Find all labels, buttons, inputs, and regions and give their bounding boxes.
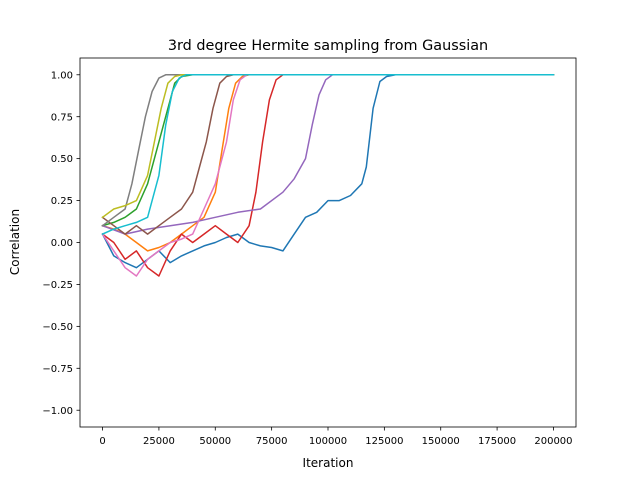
x-tick-label: 175000 (478, 436, 516, 447)
x-tick-label: 0 (99, 436, 105, 447)
series-line-5 (101, 74, 555, 235)
y-tick-label: −0.75 (42, 364, 73, 375)
y-tick-label: 0.25 (51, 196, 73, 207)
series-line-6 (101, 74, 555, 235)
x-tick-label: 150000 (422, 436, 460, 447)
x-tick-label: 50000 (199, 436, 231, 447)
x-tick-label: 75000 (256, 436, 288, 447)
x-tick-label: 25000 (143, 436, 175, 447)
series-line-4 (101, 74, 555, 277)
x-tick-label: 100000 (309, 436, 347, 447)
series-line-9 (101, 74, 555, 219)
y-tick-label: −0.50 (42, 322, 73, 333)
y-tick-label: 0.75 (51, 112, 73, 123)
y-tick-label: 0.50 (51, 154, 73, 165)
series-line-10 (101, 74, 555, 236)
series-layer (101, 74, 555, 277)
x-axis: 0 25000 50000 75000 100000 125000 150000 175000… (99, 427, 573, 447)
x-axis-label: Iteration (303, 456, 354, 470)
chart-title: 3rd degree Hermite sampling from Gaussia… (168, 38, 488, 54)
y-tick-label: −0.25 (42, 280, 73, 291)
series-line-8 (101, 74, 555, 227)
y-axis: −1.00 −0.75 −0.50 −0.25 0.00 0.25 0.50 0.75 1.00 (42, 70, 80, 417)
x-tick-label: 200000 (534, 436, 572, 447)
x-tick-label: 125000 (365, 436, 403, 447)
y-tick-label: 1.00 (51, 70, 73, 81)
y-tick-label: 0.00 (51, 238, 73, 249)
y-tick-label: −1.00 (42, 406, 73, 417)
series-line-7 (101, 74, 555, 277)
y-axis-label: Correlation (8, 209, 22, 275)
